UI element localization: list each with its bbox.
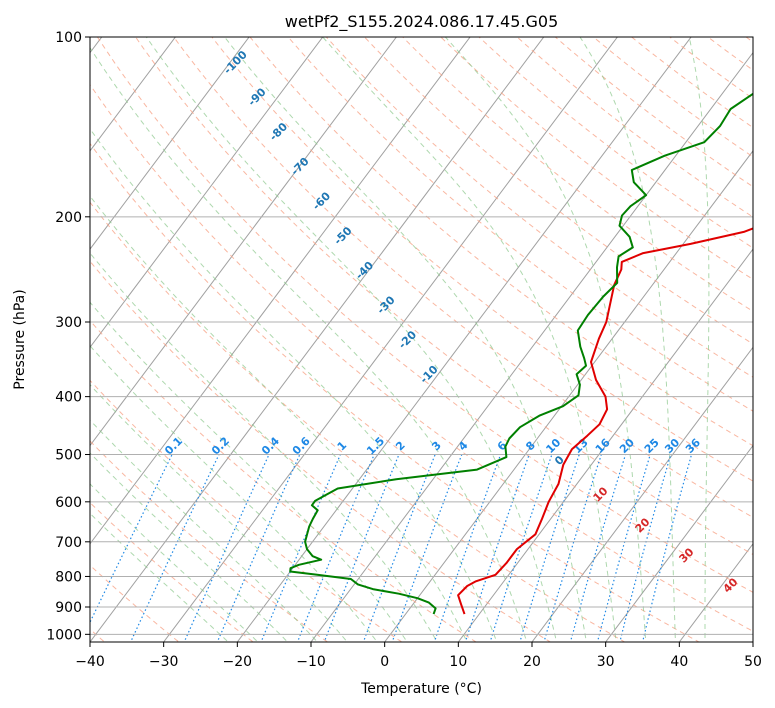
chart-title: wetPf2_S155.2024.086.17.45.G05: [285, 12, 559, 32]
mixing-ratio-line: [596, 454, 651, 642]
dry-adiabat-line: [90, 440, 329, 642]
y-tick-label: 700: [55, 535, 82, 551]
y-axis-label: Pressure (hPa): [12, 289, 28, 389]
y-tick-label: 400: [55, 390, 82, 406]
isotherm-line: [90, 37, 250, 250]
mixing-ratio-line: [296, 454, 375, 642]
dry-adiabat-line: [96, 37, 753, 593]
isotherm-line: [163, 37, 619, 642]
y-axis: 100 200 300 400 500 600 700 800 900 1000: [46, 30, 90, 643]
dry-adiabat-line: [90, 83, 753, 632]
mixing-ratio-line: [323, 454, 400, 642]
dry-adiabat-line: [211, 37, 753, 482]
moist-adiabat-line: [444, 37, 647, 642]
moist-adiabat-line: [579, 37, 676, 642]
moist-adiabat-line: [90, 483, 259, 642]
moist-adiabat-line: [90, 419, 319, 642]
isotherm-line: [236, 37, 692, 642]
series: [289, 92, 753, 615]
dry-adiabat-line: [90, 260, 552, 642]
y-tick-label: 900: [55, 600, 82, 616]
mixing-ratio-line: [90, 454, 173, 624]
x-tick-label: −20: [223, 654, 253, 670]
y-tick-label: 300: [55, 315, 82, 331]
dry-adiabat-line: [90, 379, 403, 642]
x-axis-label: Temperature (°C): [360, 681, 482, 697]
x-tick-label: −40: [75, 654, 105, 670]
dry-adiabat-line: [134, 37, 753, 556]
x-tick-label: 0: [380, 654, 389, 670]
moist-adiabat-line: [90, 383, 348, 642]
moist-adiabat-line: [223, 37, 587, 642]
isotherm-line: [605, 444, 753, 642]
mixing-ratio-line: [519, 454, 580, 642]
y-tick-label: 600: [55, 495, 82, 511]
mixing-ratio-line: [433, 454, 502, 642]
moist-adiabat-line: [90, 345, 378, 642]
isotherm-line: [90, 37, 177, 152]
mixing-ratio-line: [362, 454, 436, 642]
dry-adiabat-line: [90, 201, 626, 642]
plot-frame: [89, 36, 754, 643]
moist-adiabat-line: [90, 195, 468, 642]
mixing-ratio-line: [129, 454, 220, 642]
dewpoint-profile-line: [289, 92, 753, 615]
mixing-ratio-line: [619, 454, 672, 642]
dry-adiabat-line: [325, 37, 753, 378]
moist-adiabat-line: [90, 512, 229, 642]
moist-adiabat-line: [90, 301, 408, 642]
moist-adiabat-line: [145, 37, 558, 642]
moist-adiabat-line: [688, 37, 710, 642]
y-tick-label: 200: [55, 210, 82, 226]
y-tick-label: 500: [55, 448, 82, 464]
dry-adiabat-line: [90, 142, 700, 642]
mixing-ratio-line: [569, 454, 627, 642]
isotherm-line: [310, 51, 753, 642]
x-tick-label: 40: [670, 654, 688, 670]
x-tick-label: 50: [744, 654, 762, 670]
moist-adiabat-line: [90, 452, 289, 642]
isotherm-line: [457, 248, 753, 642]
y-tick-label: 100: [55, 30, 82, 46]
moist-adiabat-line: [90, 46, 528, 642]
x-tick-label: −30: [149, 654, 179, 670]
isotherm-line: [531, 346, 753, 642]
moist-adiabat-line: [90, 128, 498, 642]
dry-adiabat-line: [249, 37, 753, 447]
temperature-profile-line: [457, 227, 753, 615]
y-tick-label: 800: [55, 569, 82, 585]
isotherm-line: [90, 37, 324, 349]
mixing-ratio-line: [391, 454, 463, 642]
mixing-ratio-line: [489, 454, 553, 642]
isotherm-line: [90, 37, 471, 545]
grid: [90, 37, 753, 635]
x-tick-label: 10: [449, 654, 467, 670]
isotherm-line: [384, 150, 753, 642]
dry-adiabat-line: [90, 564, 180, 642]
mixing-ratio-line: [641, 454, 693, 642]
moist-adiabat-line: [322, 37, 617, 642]
isotherm-line: [90, 37, 398, 447]
x-tick-label: 20: [523, 654, 541, 670]
x-tick-label: 30: [597, 654, 615, 670]
y-tick-label: 1000: [46, 627, 82, 643]
x-tick-label: −10: [296, 654, 326, 670]
isotherm-line: [90, 37, 545, 642]
moist-adiabat-line: [90, 252, 438, 642]
x-axis: −40 −30 −20 −10 0 10 20 30 40 50: [75, 642, 762, 670]
mixing-ratio-line: [464, 454, 530, 642]
dry-adiabat-line: [402, 37, 753, 312]
mixing-ratio-line: [543, 454, 602, 642]
